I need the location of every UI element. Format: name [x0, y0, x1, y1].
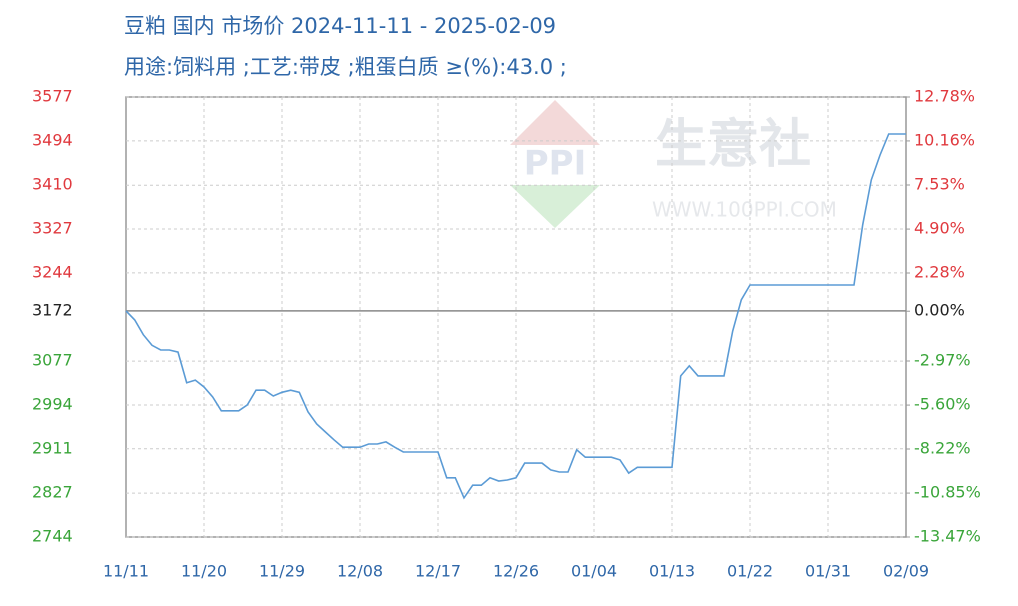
y2-tick-label: 4.90% [914, 219, 965, 238]
y-tick-label: 3577 [32, 87, 73, 106]
logo-top [510, 100, 600, 145]
y-tick-label: 2911 [32, 438, 73, 457]
y2-tick-label: -5.60% [914, 395, 971, 414]
y2-tick-label: 7.53% [914, 175, 965, 194]
y-tick-label: 3172 [32, 300, 73, 319]
logo-text: PPI [524, 144, 587, 184]
y2-tick-label: -10.85% [914, 483, 981, 502]
x-tick-label: 11/20 [181, 562, 227, 581]
y-tick-label: 2994 [32, 394, 73, 413]
y-tick-label: 2744 [32, 527, 73, 546]
x-tick-label: 01/22 [727, 562, 773, 581]
y2-tick-label: 0.00% [914, 301, 965, 320]
chart-title: 豆粕 国内 市场价 2024-11-11 - 2025-02-09 [124, 14, 556, 38]
y-tick-label: 3327 [32, 219, 73, 238]
logo-bottom [510, 185, 600, 228]
y-tick-label: 3077 [32, 351, 73, 370]
y2-tick-label: 10.16% [914, 130, 975, 149]
y2-tick-label: -8.22% [914, 439, 971, 458]
x-tick-label: 01/04 [571, 562, 617, 581]
y2-tick-label: -2.97% [914, 351, 971, 370]
y2-tick-label: 12.78% [914, 87, 975, 106]
watermark-text: 生意社 [655, 115, 811, 175]
chart-subtitle: 用途:饲料用 ;工艺:带皮 ;粗蛋白质 ≥(%):43.0 ; [124, 55, 567, 79]
y2-tick-label: 2.28% [914, 263, 965, 282]
y-tick-label: 3244 [32, 262, 73, 281]
x-tick-label: 02/09 [883, 562, 929, 581]
price-line [125, 133, 906, 500]
x-tick-label: 12/26 [493, 562, 539, 581]
x-tick-label: 11/11 [103, 562, 149, 581]
x-tick-label: 01/31 [805, 562, 851, 581]
x-tick-label: 11/29 [259, 562, 305, 581]
watermark: PPI 生意社 WWW.100PPI.COM [510, 100, 837, 228]
y-tick-label: 2827 [32, 483, 73, 502]
x-tick-label: 12/17 [415, 562, 461, 581]
x-tick-label: 12/08 [337, 562, 383, 581]
y-tick-label: 3494 [32, 130, 73, 149]
y-tick-label: 3410 [32, 175, 73, 194]
y2-tick-label: -13.47% [914, 527, 981, 546]
watermark-url: WWW.100PPI.COM [652, 198, 837, 222]
x-tick-label: 01/13 [649, 562, 695, 581]
